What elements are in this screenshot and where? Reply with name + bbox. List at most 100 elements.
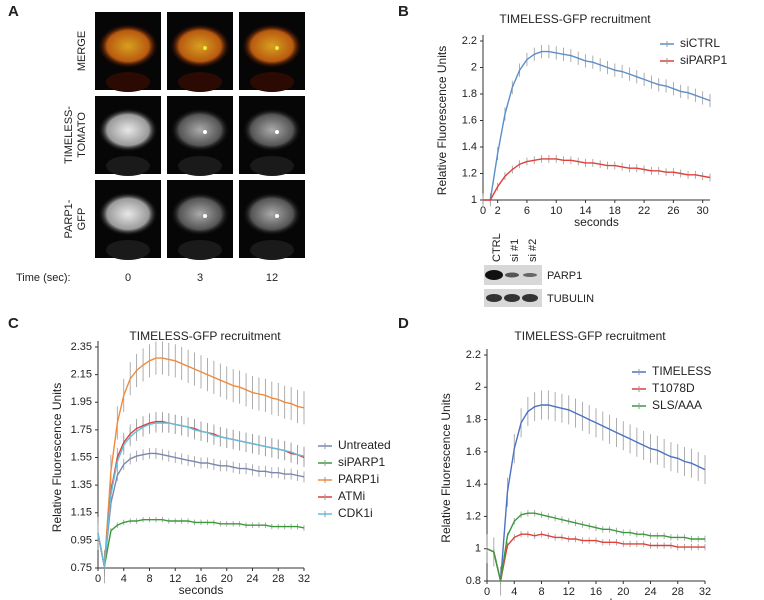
legend-label: siPARP1 bbox=[680, 53, 727, 67]
y-tick-label: 1.35 bbox=[71, 479, 92, 491]
series-line bbox=[97, 357, 305, 567]
series-line bbox=[97, 452, 305, 567]
x-tick-label: 4 bbox=[121, 573, 127, 585]
x-tick-label: 0 bbox=[484, 586, 490, 598]
band bbox=[504, 294, 520, 302]
x-tick-label: 20 bbox=[221, 573, 233, 585]
y-tick-label: 2 bbox=[475, 381, 481, 393]
series-line bbox=[486, 404, 706, 582]
x-tick-label: 14 bbox=[579, 205, 591, 217]
x-tick-label: 28 bbox=[272, 573, 284, 585]
x-tick-label: 22 bbox=[638, 205, 650, 217]
nucleus bbox=[98, 192, 158, 236]
y-tick-label: 1.6 bbox=[466, 446, 481, 458]
x-tick-label: 24 bbox=[644, 586, 656, 598]
x-tick-label: 0 bbox=[480, 205, 486, 217]
y-axis-label: Relative Fluorescence Units bbox=[439, 393, 453, 542]
micrographs: MERGE TIMELESS- TOMATO PARP1- GFP bbox=[63, 12, 305, 260]
band-label: PARP1 bbox=[547, 270, 582, 282]
legend-label: siCTRL bbox=[680, 36, 720, 50]
x-tick-label: 6 bbox=[524, 205, 530, 217]
band bbox=[523, 273, 537, 277]
x-axis-label: seconds bbox=[179, 583, 224, 597]
x-tick-label: 2 bbox=[495, 205, 501, 217]
y-tick-label: 0.95 bbox=[71, 534, 92, 546]
legend-label: CDK1i bbox=[338, 506, 373, 520]
time-value: 0 bbox=[125, 272, 131, 284]
row-label: TIMELESS- bbox=[63, 106, 75, 164]
y-axis-label: Relative Fluorescence Units bbox=[50, 383, 64, 532]
y-tick-label: 1.15 bbox=[71, 507, 92, 519]
x-tick-label: 10 bbox=[550, 205, 562, 217]
x-tick-label: 32 bbox=[699, 586, 711, 598]
lane-label: si #1 bbox=[509, 239, 521, 262]
legend-label: T1078D bbox=[652, 381, 695, 395]
time-value: 3 bbox=[197, 272, 203, 284]
neighbor-cell bbox=[250, 72, 294, 92]
chart-title: TIMELESS-GFP recruitment bbox=[499, 12, 651, 26]
time-value: 12 bbox=[266, 272, 278, 284]
y-tick-label: 0.75 bbox=[71, 562, 92, 574]
neighbor-cell bbox=[178, 156, 222, 176]
legend-label: ATMi bbox=[338, 489, 365, 503]
x-tick-label: 8 bbox=[146, 573, 152, 585]
x-tick-label: 30 bbox=[697, 205, 709, 217]
legend-label: Untreated bbox=[338, 438, 391, 452]
lane-label: CTRL bbox=[491, 233, 503, 262]
neighbor-cell bbox=[106, 72, 150, 92]
y-tick-label: 1.6 bbox=[462, 114, 477, 126]
panel-label: B bbox=[398, 3, 409, 20]
chart-title: TIMELESS-GFP recruitment bbox=[129, 329, 281, 343]
y-axis-label: Relative Fluorescence Units bbox=[435, 46, 449, 195]
nucleus bbox=[170, 108, 230, 152]
nucleus bbox=[242, 108, 302, 152]
legend-label: siPARP1 bbox=[338, 455, 385, 469]
band-label: TUBULIN bbox=[547, 293, 594, 305]
y-tick-label: 2.2 bbox=[466, 349, 481, 361]
series-line bbox=[486, 533, 705, 582]
y-tick-label: 1.8 bbox=[462, 88, 477, 100]
x-tick-label: 32 bbox=[298, 573, 310, 585]
series-line bbox=[486, 512, 705, 582]
y-tick-label: 2 bbox=[471, 61, 477, 73]
row-label: PARP1- bbox=[63, 199, 75, 238]
damage-spot bbox=[275, 46, 279, 50]
blot: CTRL si #1 si #2 PARP1 TUBULIN bbox=[484, 233, 594, 307]
y-tick-label: 0.8 bbox=[466, 575, 481, 587]
y-tick-label: 2.2 bbox=[462, 35, 477, 47]
x-tick-label: 18 bbox=[609, 205, 621, 217]
nucleus bbox=[170, 192, 230, 236]
nucleus bbox=[170, 24, 230, 68]
y-tick-label: 1.4 bbox=[466, 478, 481, 490]
band bbox=[522, 294, 538, 302]
series-line bbox=[483, 50, 711, 201]
y-tick-label: 1 bbox=[471, 194, 477, 206]
nucleus bbox=[98, 24, 158, 68]
y-tick-label: 1.95 bbox=[71, 396, 92, 408]
band bbox=[486, 294, 502, 302]
x-tick-label: 20 bbox=[617, 586, 629, 598]
x-axis-label: seconds bbox=[574, 596, 619, 600]
x-tick-label: 26 bbox=[667, 205, 679, 217]
legend-label: TIMELESS bbox=[652, 364, 711, 378]
nucleus bbox=[242, 192, 302, 236]
y-tick-label: 1 bbox=[475, 543, 481, 555]
panel-label: D bbox=[398, 315, 409, 332]
y-tick-label: 1.4 bbox=[462, 141, 477, 153]
series-line bbox=[97, 519, 305, 567]
legend-label: SLS/AAA bbox=[652, 398, 702, 412]
x-tick-label: 4 bbox=[511, 586, 517, 598]
damage-spot bbox=[275, 214, 279, 218]
x-tick-label: 12 bbox=[169, 573, 181, 585]
panel-label: C bbox=[8, 315, 19, 332]
lane-label: si #2 bbox=[527, 239, 539, 262]
x-tick-label: 8 bbox=[538, 586, 544, 598]
damage-spot bbox=[203, 46, 207, 50]
nucleus bbox=[242, 24, 302, 68]
y-tick-label: 1.55 bbox=[71, 451, 92, 463]
series-line bbox=[97, 420, 305, 567]
damage-spot bbox=[203, 130, 207, 134]
neighbor-cell bbox=[178, 72, 222, 92]
x-tick-label: 16 bbox=[590, 586, 602, 598]
